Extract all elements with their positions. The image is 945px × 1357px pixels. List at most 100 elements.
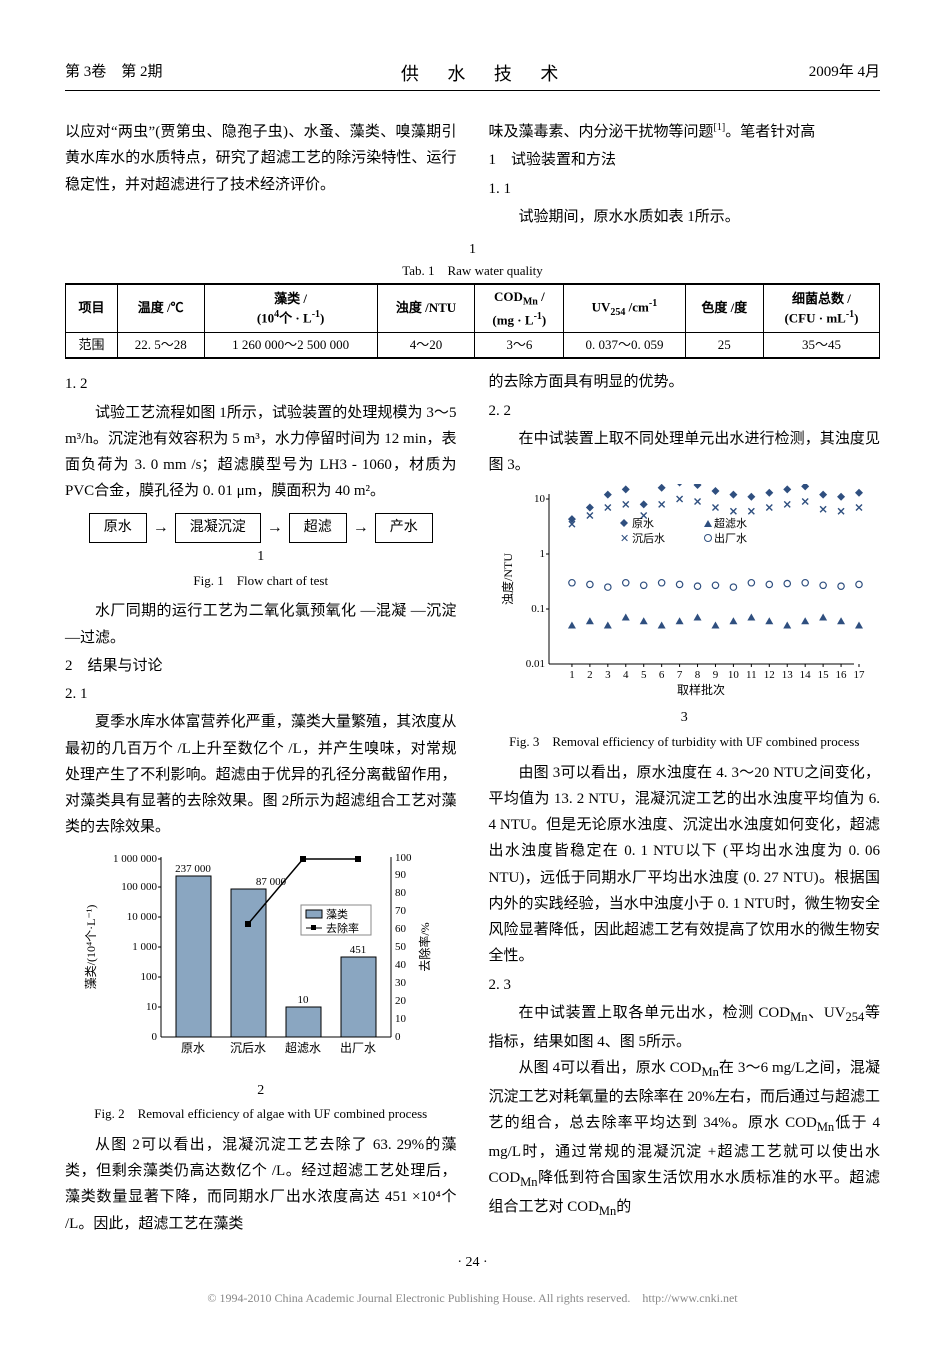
section-1-1-text: 试验期间，原水水质如表 1所示。 [489, 204, 881, 230]
flow-node: 混凝沉淀 [175, 513, 261, 544]
footer-copyright: © 1994-2010 China Academic Journal Elect… [65, 1289, 880, 1306]
svg-text:30: 30 [395, 977, 407, 989]
svg-text:超滤水: 超滤水 [714, 516, 747, 530]
svg-text:0.01: 0.01 [526, 658, 545, 670]
intro-columns: 以应对“两虫”(贾第虫、隐孢子虫)、水蚤、藻类、嗅藻期引黄水库水的水质特点，研究… [65, 119, 880, 230]
figure-3-caption-en: Fig. 3 Removal efficiency of turbidity w… [489, 731, 881, 754]
svg-text:100: 100 [395, 852, 412, 864]
svg-text:10: 10 [728, 669, 740, 681]
figure-1-caption-en: Fig. 1 Flow chart of test [65, 570, 457, 593]
svg-text:50: 50 [395, 941, 407, 953]
svg-text:10: 10 [297, 994, 309, 1006]
table-header: 色度 /度 [685, 284, 763, 333]
svg-text:17: 17 [854, 669, 866, 681]
svg-text:80: 80 [395, 887, 407, 899]
svg-text:3: 3 [605, 669, 611, 681]
svg-text:1: 1 [569, 669, 575, 681]
svg-text:8: 8 [695, 669, 701, 681]
svg-text:451: 451 [350, 944, 367, 956]
table-header: 项目 [66, 284, 118, 333]
section-2-2-heading: 2. 2 [489, 398, 881, 424]
left-column: 1. 2 试验工艺流程如图 1所示，试验装置的处理规模为 3～5 m³/h。沉淀… [65, 369, 457, 1237]
main-columns: 1. 2 试验工艺流程如图 1所示，试验装置的处理规模为 3～5 m³/h。沉淀… [65, 369, 880, 1237]
svg-text:2: 2 [587, 669, 593, 681]
figure-2-chart: 0 10 100 1 000 10 000 100 000 1 000 000 [81, 847, 441, 1077]
svg-text:原水: 原水 [181, 1041, 205, 1055]
table-header: UV254 /cm-1 [564, 284, 685, 333]
svg-text:去除率/%: 去除率/% [417, 922, 432, 971]
svg-text:12: 12 [764, 669, 775, 681]
intro-left-text: 以应对“两虫”(贾第虫、隐孢子虫)、水蚤、藻类、嗅藻期引黄水库水的水质特点，研究… [65, 119, 457, 198]
section-1-2-heading: 1. 2 [65, 371, 457, 397]
table-cell: 25 [685, 333, 763, 359]
svg-text:藻类/(10⁴个·L⁻¹): 藻类/(10⁴个·L⁻¹) [84, 904, 98, 989]
figure-2-caption-en: Fig. 2 Removal efficiency of algae with … [65, 1103, 457, 1126]
figure-3-caption-cn: 3 [489, 706, 881, 731]
intro-left-col: 以应对“两虫”(贾第虫、隐孢子虫)、水蚤、藻类、嗅藻期引黄水库水的水质特点，研究… [65, 119, 457, 230]
svg-text:60: 60 [395, 923, 407, 935]
svg-text:13: 13 [782, 669, 794, 681]
figure-2-caption-cn: 2 [65, 1079, 457, 1104]
table-1-caption-cn: 1 [65, 242, 880, 258]
svg-text:出厂水: 出厂水 [714, 531, 747, 545]
svg-text:5: 5 [641, 669, 647, 681]
after-fig3-text: 由图 3可以看出，原水浊度在 4. 3～20 NTU之间变化，平均值为 13. … [489, 760, 881, 970]
table-1-grid: 项目 温度 /℃ 藻类 /(104个 · L-1) 浊度 /NTU CODMn … [65, 283, 880, 359]
table-row: 范围 22. 5～28 1 260 000～2 500 000 4～20 3～6… [66, 333, 880, 359]
table-header: 温度 /℃ [117, 284, 204, 333]
table-cell: 22. 5～28 [117, 333, 204, 359]
intro-right-text: 味及藻毒素、内分泌干扰物等问题[1]。笔者针对高 [489, 119, 881, 145]
svg-text:沉后水: 沉后水 [632, 532, 665, 545]
svg-text:0.1: 0.1 [532, 603, 546, 615]
svg-text:237 000: 237 000 [175, 863, 211, 875]
table-cell: 3～6 [475, 333, 564, 359]
svg-text:0: 0 [151, 1031, 157, 1043]
section-2-heading: 2 结果与讨论 [65, 653, 457, 679]
svg-text:100 000: 100 000 [121, 881, 157, 893]
figure-3-chart: 0.01 0.1 1 10 1234567891011121314151617 [494, 484, 874, 704]
svg-text:6: 6 [659, 669, 665, 681]
svg-text:取样批次: 取样批次 [677, 682, 725, 697]
section-1-2-text: 试验工艺流程如图 1所示，试验装置的处理规模为 3～5 m³/h。沉淀池有效容积… [65, 400, 457, 505]
section-1-1-heading: 1. 1 [489, 176, 881, 202]
svg-text:90: 90 [395, 869, 407, 881]
svg-text:11: 11 [746, 669, 757, 681]
table-1: 1 Tab. 1 Raw water quality 项目 温度 /℃ 藻类 /… [65, 242, 880, 359]
table-header: 藻类 /(104个 · L-1) [204, 284, 377, 333]
svg-text:4: 4 [623, 669, 629, 681]
svg-text:14: 14 [800, 669, 812, 681]
svg-text:0: 0 [395, 1031, 401, 1043]
intro-right-col: 味及藻毒素、内分泌干扰物等问题[1]。笔者针对高 1 试验装置和方法 1. 1 … [489, 119, 881, 230]
svg-text:1 000: 1 000 [132, 941, 157, 953]
page: 第 3卷 第 2期 供 水 技 术 2009年 4月 以应对“两虫”(贾第虫、隐… [0, 0, 945, 1336]
section-2-3-heading: 2. 3 [489, 972, 881, 998]
svg-text:1 000 000: 1 000 000 [113, 853, 158, 865]
after-fig1-text: 水厂同期的运行工艺为二氧化氯预氧化 —混凝 —沉淀 —过滤。 [65, 598, 457, 651]
after-fig2-text: 从图 2可以看出，混凝沉淀工艺去除了 63. 29%的藻类，但剩余藻类仍高达数亿… [65, 1132, 457, 1237]
figure-1-flowchart: 原水 → 混凝沉淀 → 超滤 → 产水 [65, 513, 457, 544]
figure-1-caption-cn: 1 [65, 545, 457, 570]
svg-text:藻类: 藻类 [326, 907, 348, 921]
svg-text:1: 1 [540, 548, 546, 560]
section-2-3-text: 在中试装置上取各单元出水，检测 CODMn、UV254等指标，结果如图 4、图 … [489, 1000, 881, 1055]
svg-text:10 000: 10 000 [127, 911, 158, 923]
table-cell: 4～20 [377, 333, 475, 359]
arrow-icon: → [267, 514, 283, 542]
section-2-1-heading: 2. 1 [65, 681, 457, 707]
table-header: 浊度 /NTU [377, 284, 475, 333]
page-number: · 24 · [65, 1255, 880, 1271]
flow-node: 原水 [89, 513, 147, 544]
section-2-3-p2: 从图 4可以看出，原水 CODMn在 3～6 mg/L之间，混凝沉淀工艺对耗氧量… [489, 1055, 881, 1223]
svg-text:40: 40 [395, 959, 407, 971]
svg-text:100: 100 [140, 971, 157, 983]
right-column: 的去除方面具有明显的优势。 2. 2 在中试装置上取不同处理单元出水进行检测，其… [489, 369, 881, 1237]
table-cell: 1 260 000～2 500 000 [204, 333, 377, 359]
table-1-caption-en: Tab. 1 Raw water quality [65, 260, 880, 279]
svg-text:去除率: 去除率 [326, 921, 359, 935]
flow-node: 产水 [375, 513, 433, 544]
svg-text:20: 20 [395, 995, 407, 1007]
arrow-icon: → [153, 514, 169, 542]
running-header: 第 3卷 第 2期 供 水 技 术 2009年 4月 [65, 60, 880, 91]
svg-text:7: 7 [677, 669, 683, 681]
svg-text:出厂水: 出厂水 [340, 1041, 376, 1055]
